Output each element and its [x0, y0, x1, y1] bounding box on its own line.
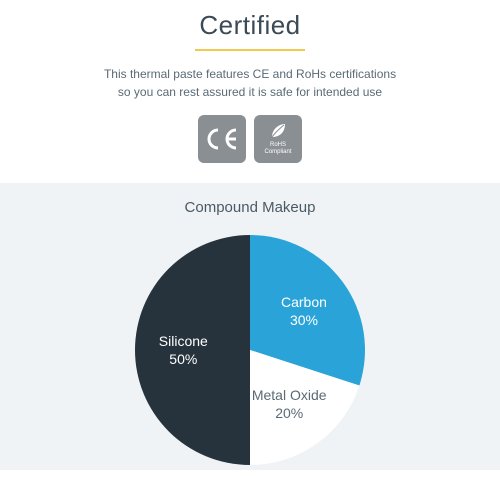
certification-badges: RoHS Compliant	[0, 115, 500, 163]
slice-percent: 30%	[290, 312, 318, 328]
ce-badge	[198, 115, 246, 163]
slice-percent: 50%	[169, 351, 197, 367]
rohs-line-2: Compliant	[264, 149, 291, 155]
chart-title: Compound Makeup	[20, 199, 480, 216]
pie-slice	[135, 235, 250, 465]
title-underline	[195, 49, 305, 51]
slice-label: Metal Oxide	[252, 387, 327, 403]
rohs-badge: RoHS Compliant	[254, 115, 302, 163]
ce-mark-icon	[204, 127, 240, 151]
leaf-icon	[269, 122, 287, 140]
page-title: Certified	[0, 10, 500, 41]
subtitle-line-1: This thermal paste features CE and RoHs …	[104, 67, 396, 81]
slice-label: Carbon	[281, 294, 327, 310]
subtitle: This thermal paste features CE and RoHs …	[0, 65, 500, 101]
rohs-label: RoHS Compliant	[264, 142, 291, 155]
rohs-line-1: RoHS	[270, 142, 286, 148]
slice-label: Silicone	[159, 333, 208, 349]
subtitle-line-2: so you can rest assured it is safe for i…	[118, 85, 382, 99]
slice-percent: 20%	[275, 405, 303, 421]
pie-chart: Carbon 30% Metal Oxide 20% Silicone 50%	[120, 230, 380, 470]
chart-panel: Compound Makeup Carbon 30% Metal Oxide 20% S…	[0, 183, 500, 470]
